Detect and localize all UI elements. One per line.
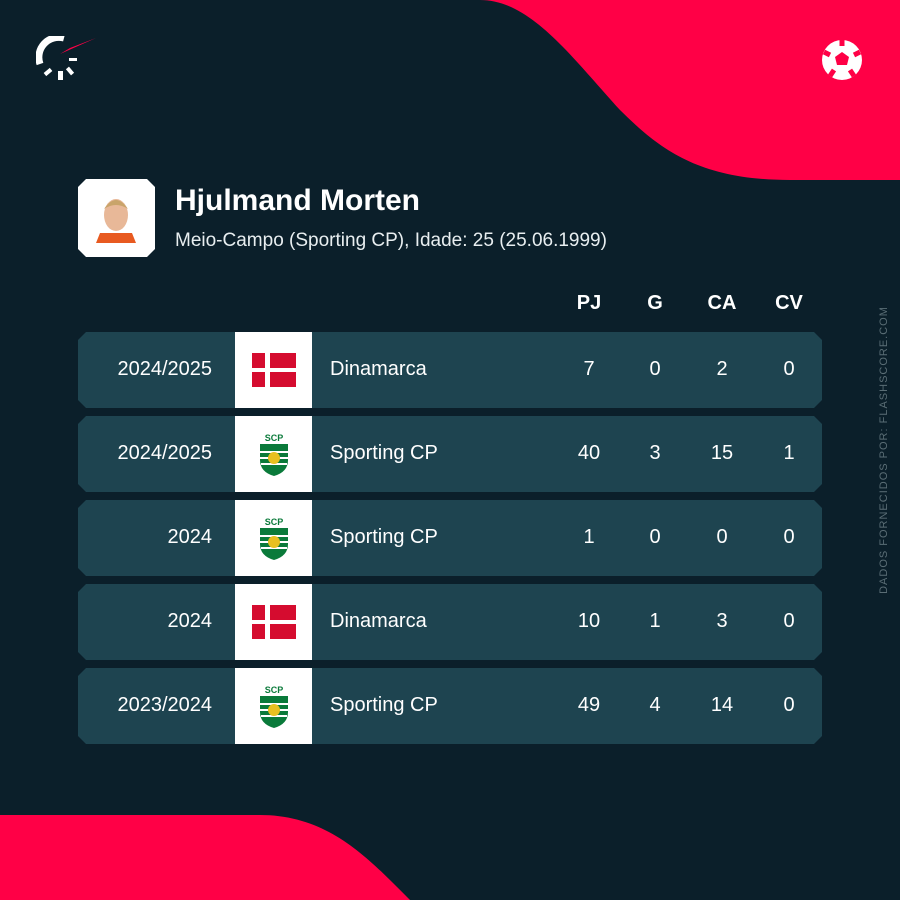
football-icon [822, 40, 862, 80]
data-credit: DADOS FORNECIDOS POR: FLASHSCORE.COM [878, 306, 890, 594]
sporting-cp-crest-icon: SCP [235, 416, 312, 492]
player-details: Meio-Campo (Sporting CP), Idade: 25 (25.… [175, 230, 607, 251]
stat-cv: 1 [783, 442, 795, 464]
season: 2024 [167, 610, 213, 632]
season: 2024/2025 [117, 358, 212, 380]
season: 2024/2025 [117, 442, 212, 464]
stat-pj: 10 [577, 610, 601, 632]
stat-cv: 0 [783, 358, 795, 380]
stat-g: 3 [649, 442, 661, 464]
stat-ca: 0 [716, 526, 728, 548]
team-name: Sporting CP [330, 526, 438, 548]
stat-cv: 0 [783, 694, 795, 716]
stat-pj: 49 [577, 694, 601, 716]
team-name: Sporting CP [330, 694, 438, 716]
team-name: Sporting CP [330, 442, 438, 464]
table-row: 2024/2025 Dinamarca 7 0 2 0 [78, 332, 822, 408]
svg-text:SCP: SCP [265, 685, 284, 695]
stat-ca: 3 [716, 610, 728, 632]
stat-ca: 2 [716, 358, 728, 380]
stat-g: 1 [649, 610, 661, 632]
header-pj: PJ [576, 292, 602, 314]
stat-g: 0 [649, 526, 661, 548]
svg-text:SCP: SCP [265, 433, 284, 443]
header-ca: CA [707, 292, 737, 314]
header-cv: CV [775, 292, 803, 314]
stat-g: 0 [649, 358, 661, 380]
table-row: 2024/2025 SCP Sporting CP 40 3 15 1 [78, 416, 822, 492]
denmark-flag-icon [235, 584, 312, 660]
season: 2024 [167, 526, 213, 548]
stat-pj: 40 [577, 442, 601, 464]
player-photo [78, 179, 155, 257]
team-name: Dinamarca [330, 610, 427, 632]
stat-ca: 14 [710, 694, 734, 716]
svg-text:SCP: SCP [265, 517, 284, 527]
sporting-cp-crest-icon: SCP [235, 668, 312, 744]
stat-pj: 7 [583, 358, 595, 380]
denmark-flag-icon [235, 332, 312, 408]
team-name: Dinamarca [330, 358, 427, 380]
table-row: 2024 Dinamarca 10 1 3 0 [78, 584, 822, 660]
stat-cv: 0 [783, 610, 795, 632]
stat-cv: 0 [783, 526, 795, 548]
stat-pj: 1 [583, 526, 595, 548]
table-row: 2024 SCP Sporting CP 1 0 0 0 [78, 500, 822, 576]
stat-ca: 15 [710, 442, 734, 464]
header-g: G [647, 292, 663, 314]
sporting-cp-crest-icon: SCP [235, 500, 312, 576]
stat-g: 4 [649, 694, 661, 716]
season: 2023/2024 [117, 694, 212, 716]
player-name: Hjulmand Morten [175, 184, 420, 217]
flashscore-logo [36, 36, 96, 80]
table-row: 2023/2024 SCP Sporting CP 49 4 14 0 [78, 668, 822, 744]
